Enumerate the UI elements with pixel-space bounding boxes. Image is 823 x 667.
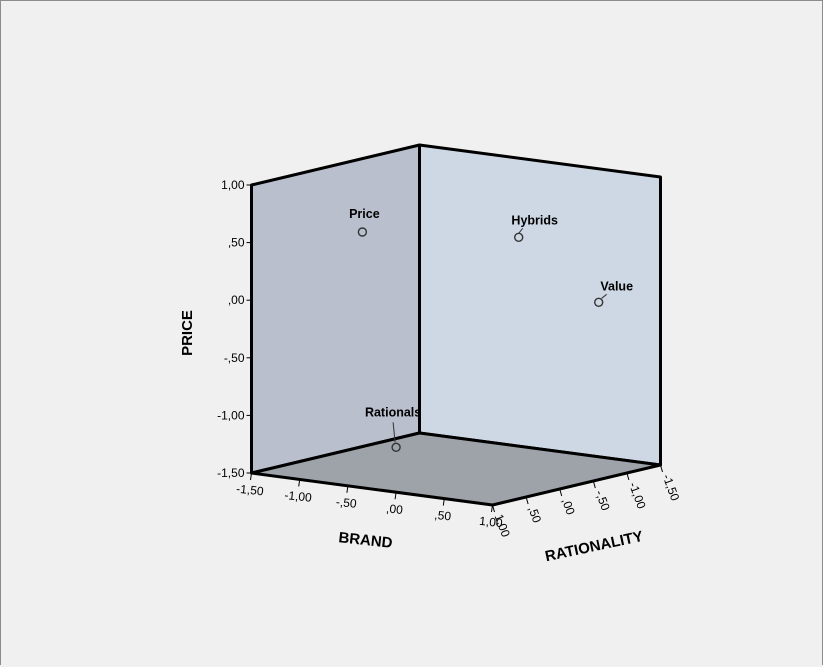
z-tick-label: -1,00 — [626, 480, 649, 511]
z-tick-label: -,50 — [592, 488, 612, 513]
data-point-rationals — [391, 442, 401, 452]
y-tick-label: -,50 — [224, 351, 245, 365]
z-tick-mark — [559, 488, 563, 497]
y-tick-label: 1,00 — [221, 178, 245, 192]
data-point-hybrids — [514, 232, 524, 243]
x-tick-label: 1,00 — [479, 514, 504, 530]
x-tick-label: ,00 — [385, 501, 403, 517]
z-tick-mark — [492, 504, 495, 513]
z-tick-label: ,50 — [525, 504, 544, 525]
left-wall — [250, 143, 421, 475]
x-tick-mark — [346, 485, 349, 493]
z-axis-title: RATIONALITY — [544, 528, 645, 565]
label-leader-line — [392, 422, 396, 443]
label-leader-line — [601, 293, 607, 299]
z-tick-label: ,00 — [559, 496, 578, 517]
y-tick-label: -1,00 — [217, 408, 245, 422]
y-tick-label: -1,50 — [217, 466, 245, 480]
x-tick-mark — [250, 472, 252, 481]
x-tick-label: -,50 — [335, 495, 357, 511]
x-tick-mark — [442, 498, 445, 506]
x-tick-mark — [394, 492, 397, 500]
data-points: Price Hybrids Value Rationals — [349, 207, 633, 452]
z-tick-mark — [660, 464, 663, 473]
z-tick-mark — [592, 480, 596, 489]
z-tick-label: -1,50 — [660, 472, 683, 503]
x-axis-title: BRAND — [338, 529, 394, 552]
x-tick-label: ,50 — [434, 508, 452, 524]
y-tick-label: ,00 — [228, 293, 245, 307]
z-tick-mark — [626, 472, 630, 481]
y-tick-label: ,50 — [228, 236, 245, 250]
z-tick-mark — [525, 496, 529, 505]
x-tick-label: -1,50 — [236, 482, 265, 499]
x-tick-mark — [298, 479, 301, 487]
x-tick-label: -1,00 — [284, 488, 313, 505]
data-point-price — [357, 227, 368, 237]
data-point-value — [594, 297, 604, 307]
point-label-rationals: Rationals — [365, 405, 421, 419]
right-wall — [418, 143, 662, 467]
label-leader-line — [518, 227, 524, 234]
y-axis-title: PRICE — [179, 310, 196, 356]
point-label-value: Value — [600, 279, 633, 293]
point-label-hybrids: Hybrids — [511, 213, 558, 227]
z-tick-label: 1,00 — [492, 512, 513, 539]
point-label-price: Price — [349, 207, 380, 221]
